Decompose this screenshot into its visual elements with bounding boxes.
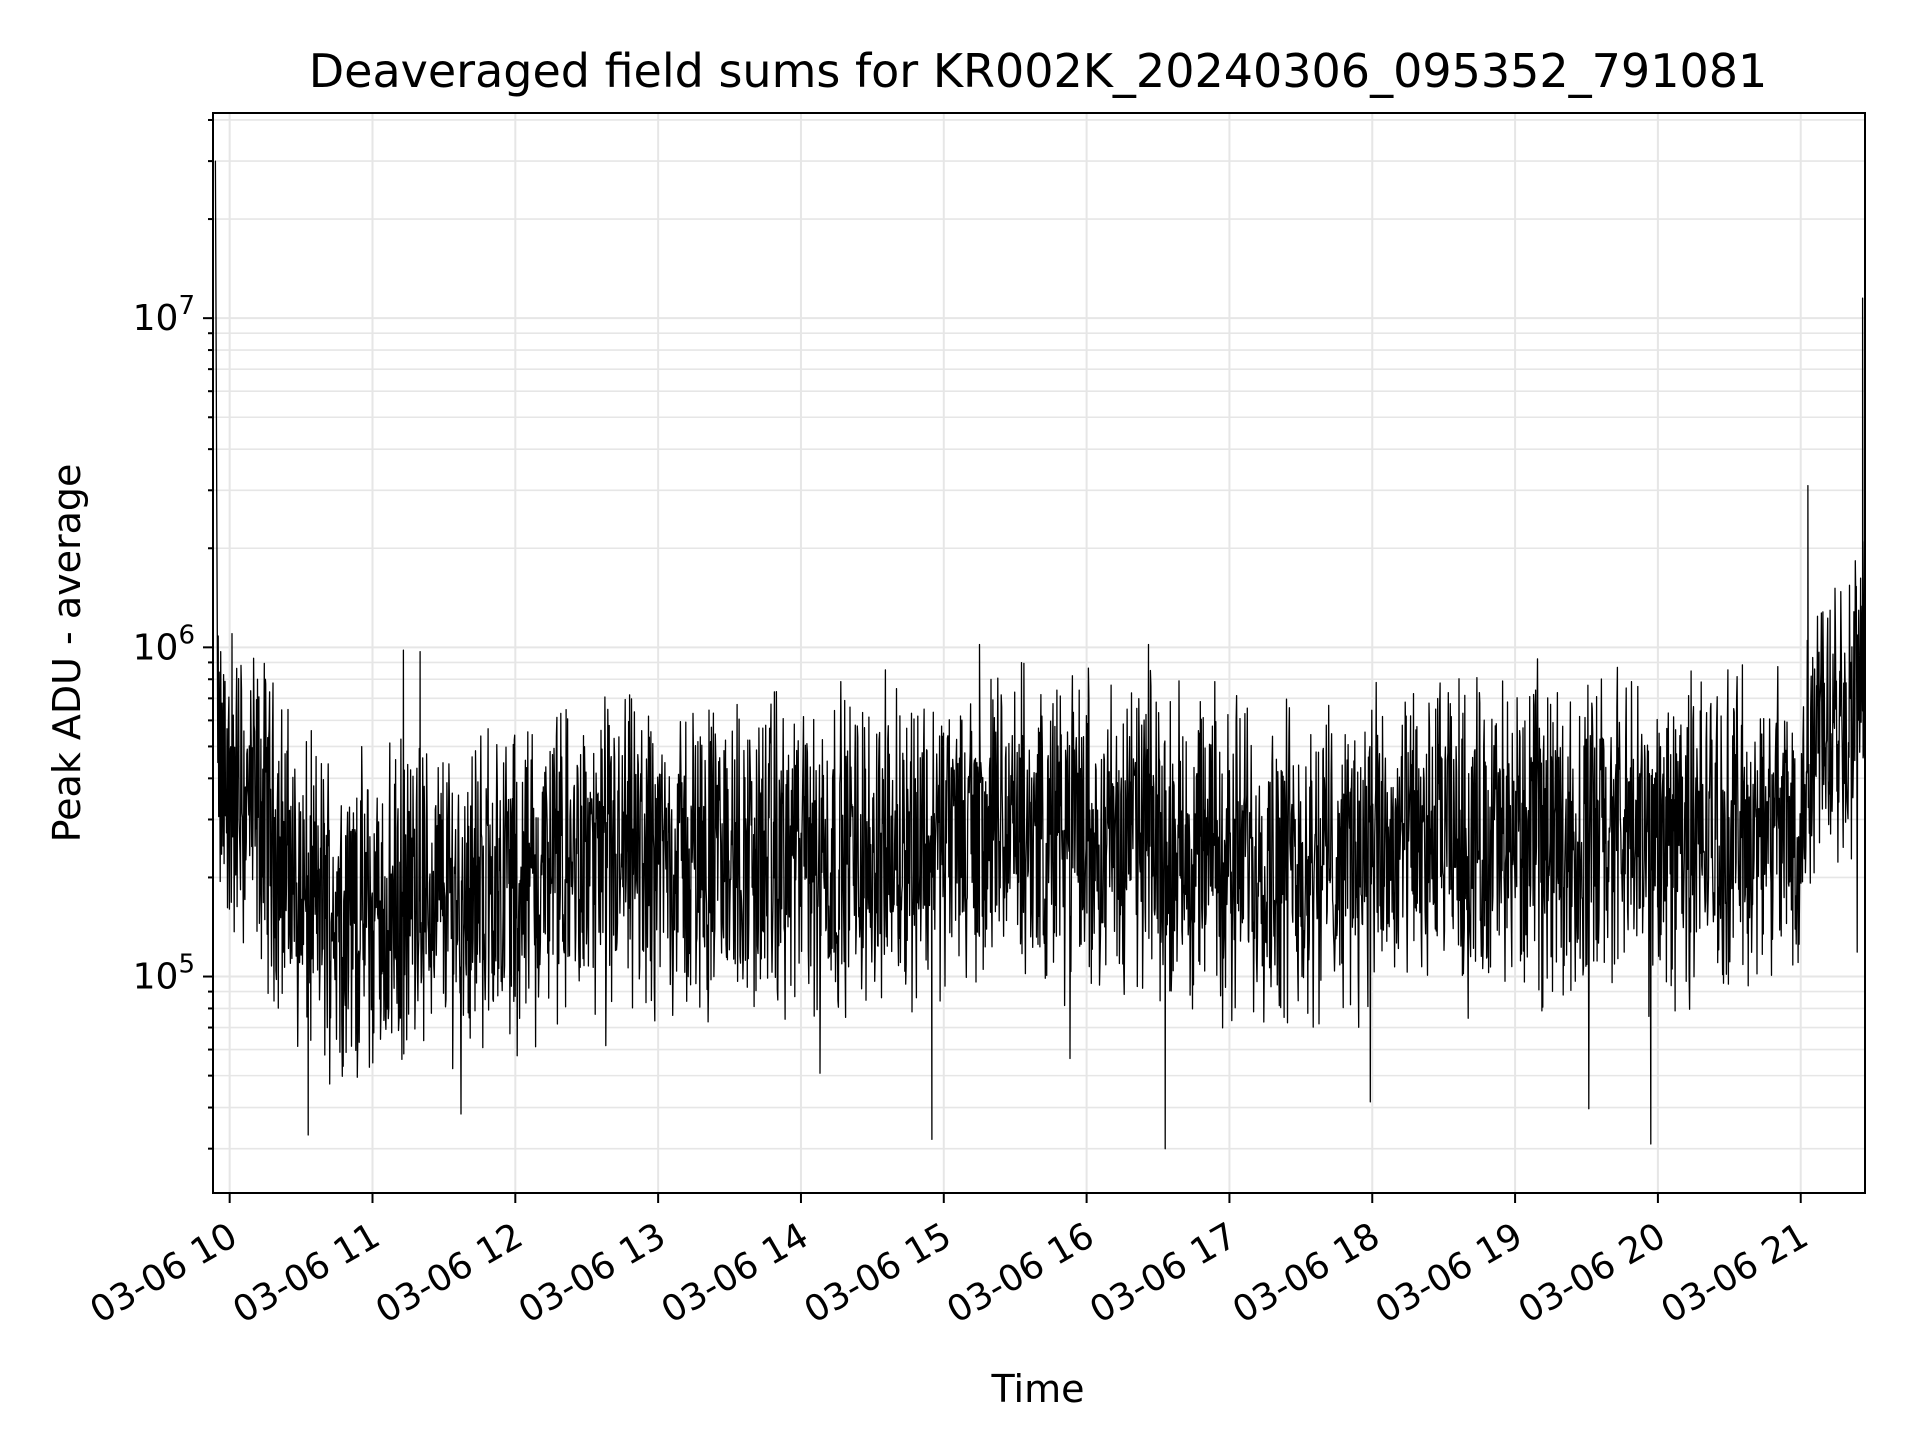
x-tick-label: 03-06 19 [1369,1215,1530,1331]
x-tick-label: 03-06 15 [798,1215,959,1331]
x-tick-label: 03-06 13 [512,1215,673,1331]
x-tick-label: 03-06 18 [1226,1215,1387,1331]
x-tick-label: 03-06 21 [1655,1215,1816,1331]
y-tick-label: 106 [133,620,195,668]
y-tick-label: 107 [133,291,195,339]
x-tick-label: 03-06 17 [1083,1215,1244,1331]
x-tick-label: 03-06 12 [369,1215,530,1331]
x-axis-label: Time [991,1367,1085,1411]
y-axis-label: Peak ADU - average [45,464,89,843]
x-tick-label: 03-06 16 [940,1215,1101,1331]
plot-frame [212,112,1866,1194]
series-line-path [214,160,1865,1150]
x-tick-label: 03-06 11 [226,1215,387,1331]
x-tick-label: 03-06 20 [1512,1215,1673,1331]
x-tick-label: 03-06 14 [655,1215,816,1331]
series-line [214,160,1865,1150]
x-tick-label: 03-06 10 [83,1215,244,1331]
y-tick-label: 105 [133,950,195,998]
chart-title: Deaveraged field sums for KR002K_2024030… [309,44,1768,98]
y-axis: 105 106 107 [133,118,213,1150]
